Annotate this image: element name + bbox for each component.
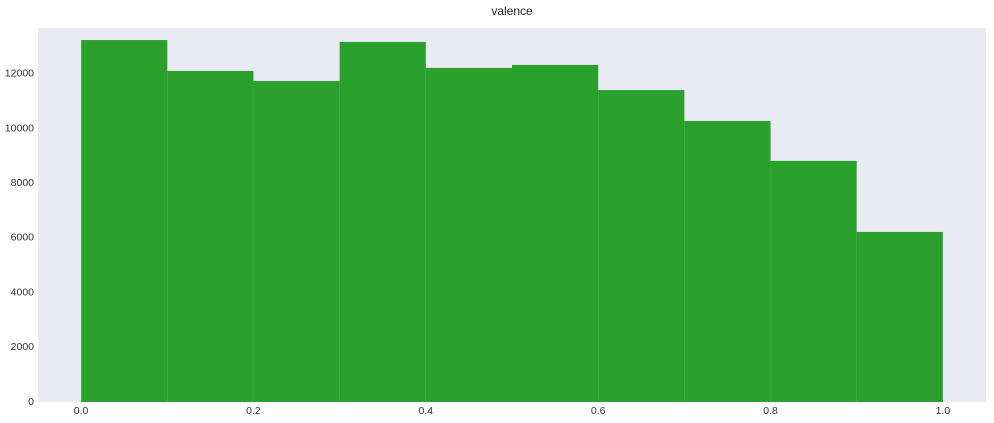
x-tick-label: 0.8 <box>763 405 778 417</box>
y-tick-label: 6000 <box>11 232 35 244</box>
chart-title: valence <box>491 4 533 18</box>
y-tick-label: 12000 <box>5 68 34 80</box>
x-tick-label: 0.4 <box>419 405 434 417</box>
bar <box>425 67 512 402</box>
bar <box>856 231 943 402</box>
y-tick-label: 10000 <box>5 122 34 134</box>
y-tick-label: 2000 <box>11 341 35 353</box>
x-tick-label: 0.6 <box>591 405 606 417</box>
bar <box>339 41 426 402</box>
y-tick-label: 4000 <box>11 286 35 298</box>
bar <box>81 40 168 403</box>
y-tick-label: 0 <box>28 396 34 408</box>
x-tick-label: 1.0 <box>936 405 951 417</box>
bar <box>512 64 599 402</box>
x-tick-label: 0.0 <box>74 405 89 417</box>
bar <box>598 90 685 403</box>
bar <box>684 120 771 402</box>
y-tick-label: 8000 <box>11 177 35 189</box>
x-tick-label: 0.2 <box>246 405 261 417</box>
bar <box>253 81 340 402</box>
bar <box>770 160 857 402</box>
bar <box>167 70 254 402</box>
